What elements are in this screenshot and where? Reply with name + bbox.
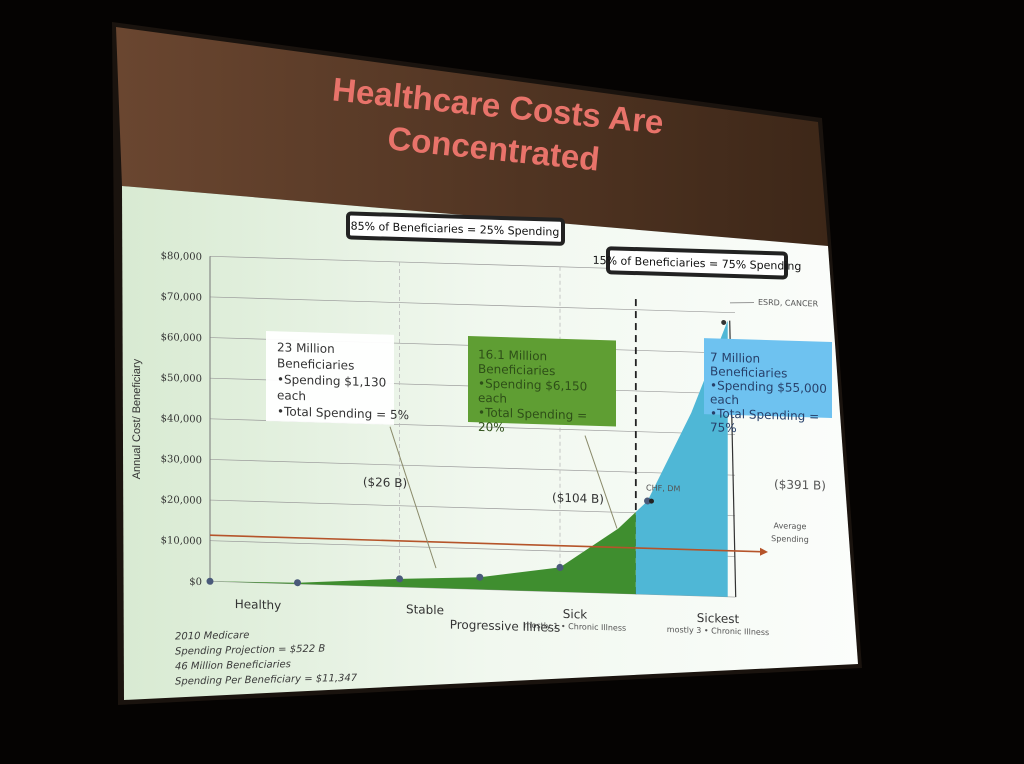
data-point-esrd [721, 319, 727, 325]
callout-line: Beneficiaries [277, 356, 354, 372]
data-point-chf [649, 498, 654, 504]
callout-total-healthy: ($26 B) [363, 475, 407, 490]
area-majority [210, 512, 636, 595]
data-point [396, 575, 404, 583]
y-tick-label: $0 [189, 577, 202, 588]
grid-line [210, 296, 735, 314]
average-label-line-1: Average [774, 521, 807, 531]
average-label-line-2: Spending [771, 534, 809, 544]
header-text-15pct: 15% of Beneficiaries = 75% Spending [593, 254, 802, 273]
y-tick-label: $40,000 [161, 413, 202, 425]
y-tick-label: $80,000 [161, 251, 202, 263]
callout-line: 75% [710, 420, 737, 435]
x-category-label: Healthy [235, 597, 282, 612]
point-label-esrd: ESRD, CANCER [758, 298, 819, 309]
header-box-85pct [346, 211, 565, 246]
y-tick-label: $70,000 [161, 291, 202, 303]
callout-line: each [710, 392, 739, 407]
callout-line: •Total Spending = [478, 405, 587, 422]
data-point [556, 563, 564, 571]
callout-pointer-sick [584, 435, 618, 529]
note-line-1: 2010 Medicare [175, 630, 249, 642]
callout-box-sickest [704, 338, 832, 418]
y-axis-ticks: $80,000 $70,000 $60,000 $50,000 $40,000 $30,0… [161, 251, 202, 588]
cost-chart: $80,000 $70,000 $60,000 $50,000 $40,000 $30,0… [131, 211, 832, 637]
x-category-label: Sickest [697, 611, 740, 626]
medicare-notes: 2010 Medicare Spending Projection = $522… [175, 630, 358, 688]
x-category-label: Sick [563, 607, 588, 622]
callout-line: Beneficiaries [478, 362, 555, 378]
callout-box-sick [468, 336, 616, 427]
header-text-85pct: 85% of Beneficiaries = 25% Spending [351, 220, 560, 239]
callout-total-sickest: ($391 B) [774, 477, 826, 493]
callout-line: 23 Million [277, 340, 335, 356]
callout-line: •Total Spending = [710, 406, 819, 423]
y-axis-label: Annual Cost/ Beneficiary [131, 358, 143, 479]
callout-line: each [478, 391, 507, 406]
callout-line: 16.1 Million [478, 347, 547, 363]
y-tick-label: $30,000 [161, 454, 202, 466]
point-label-esrd-pointer [729, 302, 755, 304]
y-tick-label: $20,000 [161, 495, 202, 507]
callout-line: 20% [478, 420, 505, 435]
data-point [644, 497, 651, 505]
average-spending-line [210, 534, 760, 553]
x-axis-label: Progressive Illness [450, 617, 561, 634]
callout-line: each [277, 388, 306, 403]
callout-pointer-healthy [389, 426, 437, 569]
header-box-15pct [606, 246, 788, 280]
slide-header-band [116, 27, 828, 246]
grid-line [210, 459, 735, 476]
callout-line: 7 Million [710, 350, 760, 365]
x-category-label: Stable [406, 602, 444, 617]
note-line-3: 46 Million Beneficiaries [175, 659, 291, 672]
callout-line: •Total Spending = 5% [277, 404, 409, 422]
y-tick-label: $60,000 [161, 332, 202, 344]
y-tick-label: $50,000 [161, 373, 202, 385]
callout-line: •Spending $6,150 [478, 376, 587, 393]
average-arrowhead [760, 547, 768, 556]
data-point [206, 577, 214, 585]
point-label-chf: CHF, DM [646, 483, 680, 493]
y-tick-label: $10,000 [161, 535, 202, 547]
callout-line: •Spending $55,000 [710, 378, 827, 396]
note-line-2: Spending Projection = $522 B [175, 643, 325, 657]
chart-points-layer [206, 319, 727, 587]
callout-line: Beneficiaries [710, 364, 787, 380]
callout-box-healthy [266, 330, 394, 425]
data-point [294, 579, 301, 587]
callout-line: •Spending $1,130 [277, 372, 386, 389]
data-point [476, 573, 484, 581]
x-category-sublabel: mostly 1 • Chronic Illness [524, 621, 626, 633]
note-line-4: Spending Per Beneficiary = $11,347 [175, 673, 358, 688]
callout-total-sick: ($104 B) [552, 491, 604, 507]
x-category-sublabel: mostly 3 • Chronic Illness [667, 625, 769, 637]
